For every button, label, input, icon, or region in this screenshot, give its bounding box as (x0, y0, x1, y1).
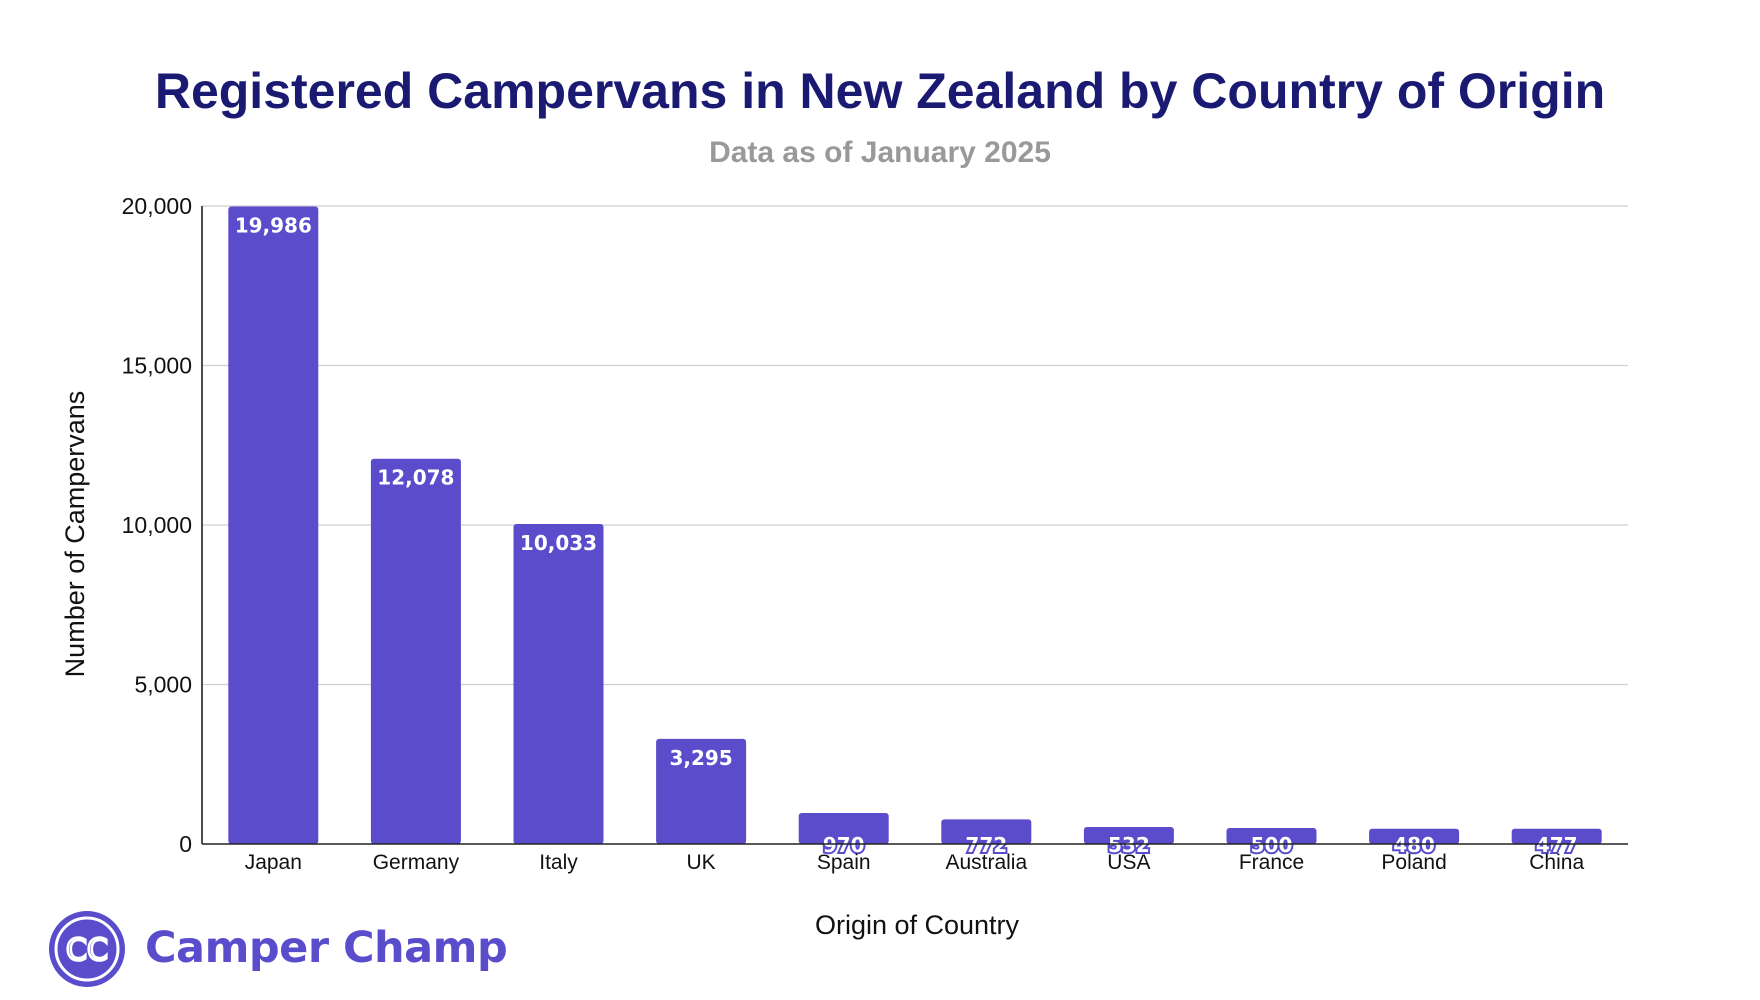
y-tick-label: 5,000 (134, 672, 192, 698)
bar-france (1226, 828, 1317, 844)
bar-spain (798, 813, 889, 844)
data-label: 10,033 (520, 531, 597, 555)
bar-australia (941, 819, 1032, 844)
data-label: 480 (1393, 833, 1435, 857)
y-tick-label: 10,000 (122, 512, 192, 538)
y-tick-label: 0 (179, 831, 192, 857)
data-label: 500 (1251, 833, 1293, 857)
bar-china (1511, 828, 1602, 844)
x-tick-label: USA (1107, 851, 1150, 874)
bar-japan (228, 206, 319, 844)
bar-germany (370, 458, 461, 844)
data-label: 477 (1536, 833, 1578, 857)
bar-usa (1083, 827, 1174, 844)
x-tick-label: Japan (245, 851, 302, 874)
data-label: 532 (1108, 833, 1150, 857)
y-tick-label: 15,000 (122, 353, 192, 379)
bar-uk (656, 738, 747, 844)
x-tick-label: Italy (539, 851, 578, 874)
chart-subtitle: Data as of January 2025 (709, 136, 1051, 169)
brand-name: Camper Champ (145, 923, 508, 973)
x-tick-label: Poland (1381, 851, 1446, 874)
data-label: 3,295 (669, 746, 732, 770)
x-tick-label: China (1529, 851, 1584, 874)
data-label: 12,078 (377, 466, 454, 490)
bar-italy (513, 523, 604, 844)
bar-poland (1369, 828, 1460, 844)
y-axis-title: Number of Campervans (60, 391, 90, 678)
chart-title: Registered Campervans in New Zealand by … (154, 63, 1606, 119)
camper-champ-logo: CC (49, 911, 125, 987)
svg-text:CC: CC (66, 933, 108, 968)
data-label: 772 (965, 833, 1007, 857)
x-tick-label: Germany (373, 851, 460, 874)
data-label: 970 (823, 833, 865, 857)
x-tick-label: Spain (817, 851, 871, 874)
x-tick-label: UK (687, 851, 716, 874)
y-tick-label: 20,000 (122, 193, 192, 219)
x-tick-label: Australia (945, 851, 1027, 874)
x-axis-title: Origin of Country (815, 910, 1020, 940)
data-label: 19,986 (235, 213, 312, 237)
x-tick-label: France (1239, 851, 1304, 874)
